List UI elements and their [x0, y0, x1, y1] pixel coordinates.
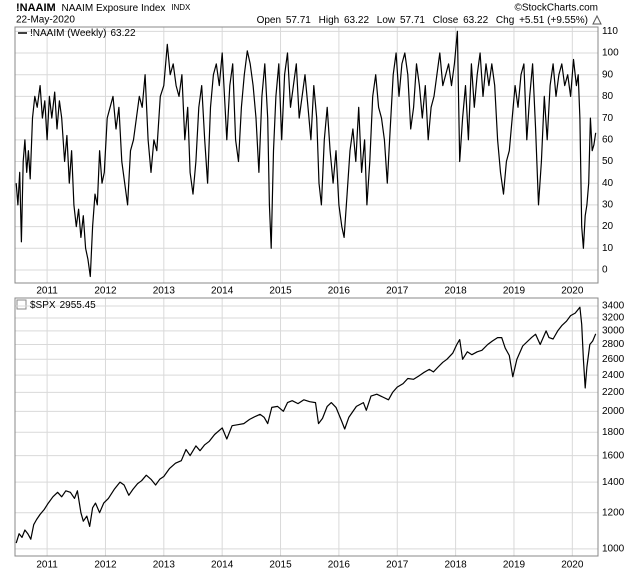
stat-label: High [319, 15, 340, 26]
legend: !NAAIM (Weekly) 63.22 [30, 28, 136, 39]
stat-label: Chg [496, 15, 514, 26]
x-tick-label: 2019 [503, 286, 526, 297]
x-tick-label: 2017 [386, 286, 409, 297]
x-tick-label: 2016 [328, 560, 351, 571]
x-tick-label: 2014 [211, 286, 234, 297]
stat-value: 63.22 [344, 15, 369, 26]
change-icon [592, 14, 602, 25]
stat-label: Open [257, 15, 281, 26]
watermark: ©StockCharts.com [514, 3, 598, 14]
y-tick-label: 70 [602, 113, 614, 124]
x-tick-label: 2012 [94, 560, 117, 571]
x-tick-label: 2015 [269, 560, 292, 571]
y-tick-label: 1400 [602, 477, 625, 488]
x-tick-label: 2020 [561, 560, 584, 571]
data-line [15, 30, 597, 278]
stat-label: Low [377, 15, 396, 26]
data-line [15, 306, 597, 544]
plot-frame [14, 26, 599, 284]
y-tick-label: 100 [602, 48, 619, 59]
x-tick-label: 2020 [561, 286, 584, 297]
legend: $SPX 2955.45 [30, 300, 96, 311]
legend-value: 2955.45 [60, 300, 97, 311]
y-tick-label: 60 [602, 134, 614, 145]
y-tick-label: 3000 [602, 325, 625, 336]
x-tick-label: 2013 [153, 286, 176, 297]
y-tick-label: 2200 [602, 387, 625, 398]
y-tick-label: 2800 [602, 339, 625, 350]
y-tick-label: 2400 [602, 370, 625, 381]
plot-frame [14, 297, 599, 557]
date: 22-May-2020 [16, 15, 75, 26]
x-tick-label: 2013 [153, 560, 176, 571]
y-tick-label: 2600 [602, 354, 625, 365]
stat-value: +5.51 (+9.55%) [519, 15, 588, 26]
x-tick-label: 2019 [503, 560, 526, 571]
x-tick-label: 2018 [444, 560, 467, 571]
y-tick-label: 50 [602, 156, 614, 167]
y-tick-label: 110 [602, 26, 618, 37]
x-tick-label: 2016 [328, 286, 351, 297]
x-tick-label: 2018 [444, 286, 467, 297]
y-tick-label: 80 [602, 91, 614, 102]
x-tick-label: 2012 [94, 286, 117, 297]
stats: Open 57.71 High 63.22 Low 57.71 Close 63… [257, 15, 588, 26]
x-tick-label: 2011 [36, 560, 58, 571]
y-tick-label: 30 [602, 200, 614, 211]
y-tick-label: 10 [602, 243, 614, 254]
legend-name: !NAAIM (Weekly) [30, 28, 107, 39]
y-tick-label: 90 [602, 69, 614, 80]
header-title: !NAAIM NAAIM Exposure Index INDX [16, 2, 191, 14]
y-tick-label: 1800 [602, 427, 625, 438]
stat-value: 57.71 [400, 15, 425, 26]
y-tick-label: 2000 [602, 406, 625, 417]
log-icon [16, 299, 27, 310]
y-tick-label: 0 [602, 265, 608, 276]
y-tick-label: 1200 [602, 507, 625, 518]
exchange: INDX [171, 3, 191, 12]
x-tick-label: 2015 [269, 286, 292, 297]
x-tick-label: 2011 [36, 286, 58, 297]
x-tick-label: 2014 [211, 560, 234, 571]
y-tick-label: 3200 [602, 313, 625, 324]
y-tick-label: 1000 [602, 544, 625, 555]
y-tick-label: 20 [602, 221, 614, 232]
symbol: !NAAIM [16, 2, 56, 14]
legend-value: 63.22 [111, 28, 136, 39]
index-name: NAAIM Exposure Index [62, 3, 166, 14]
y-tick-label: 40 [602, 178, 614, 189]
stat-value: 57.71 [286, 15, 311, 26]
x-tick-label: 2017 [386, 560, 409, 571]
y-tick-label: 1600 [602, 450, 625, 461]
stat-label: Close [433, 15, 459, 26]
y-tick-label: 3400 [602, 301, 625, 312]
stat-value: 63.22 [463, 15, 488, 26]
legend-name: $SPX [30, 300, 56, 311]
